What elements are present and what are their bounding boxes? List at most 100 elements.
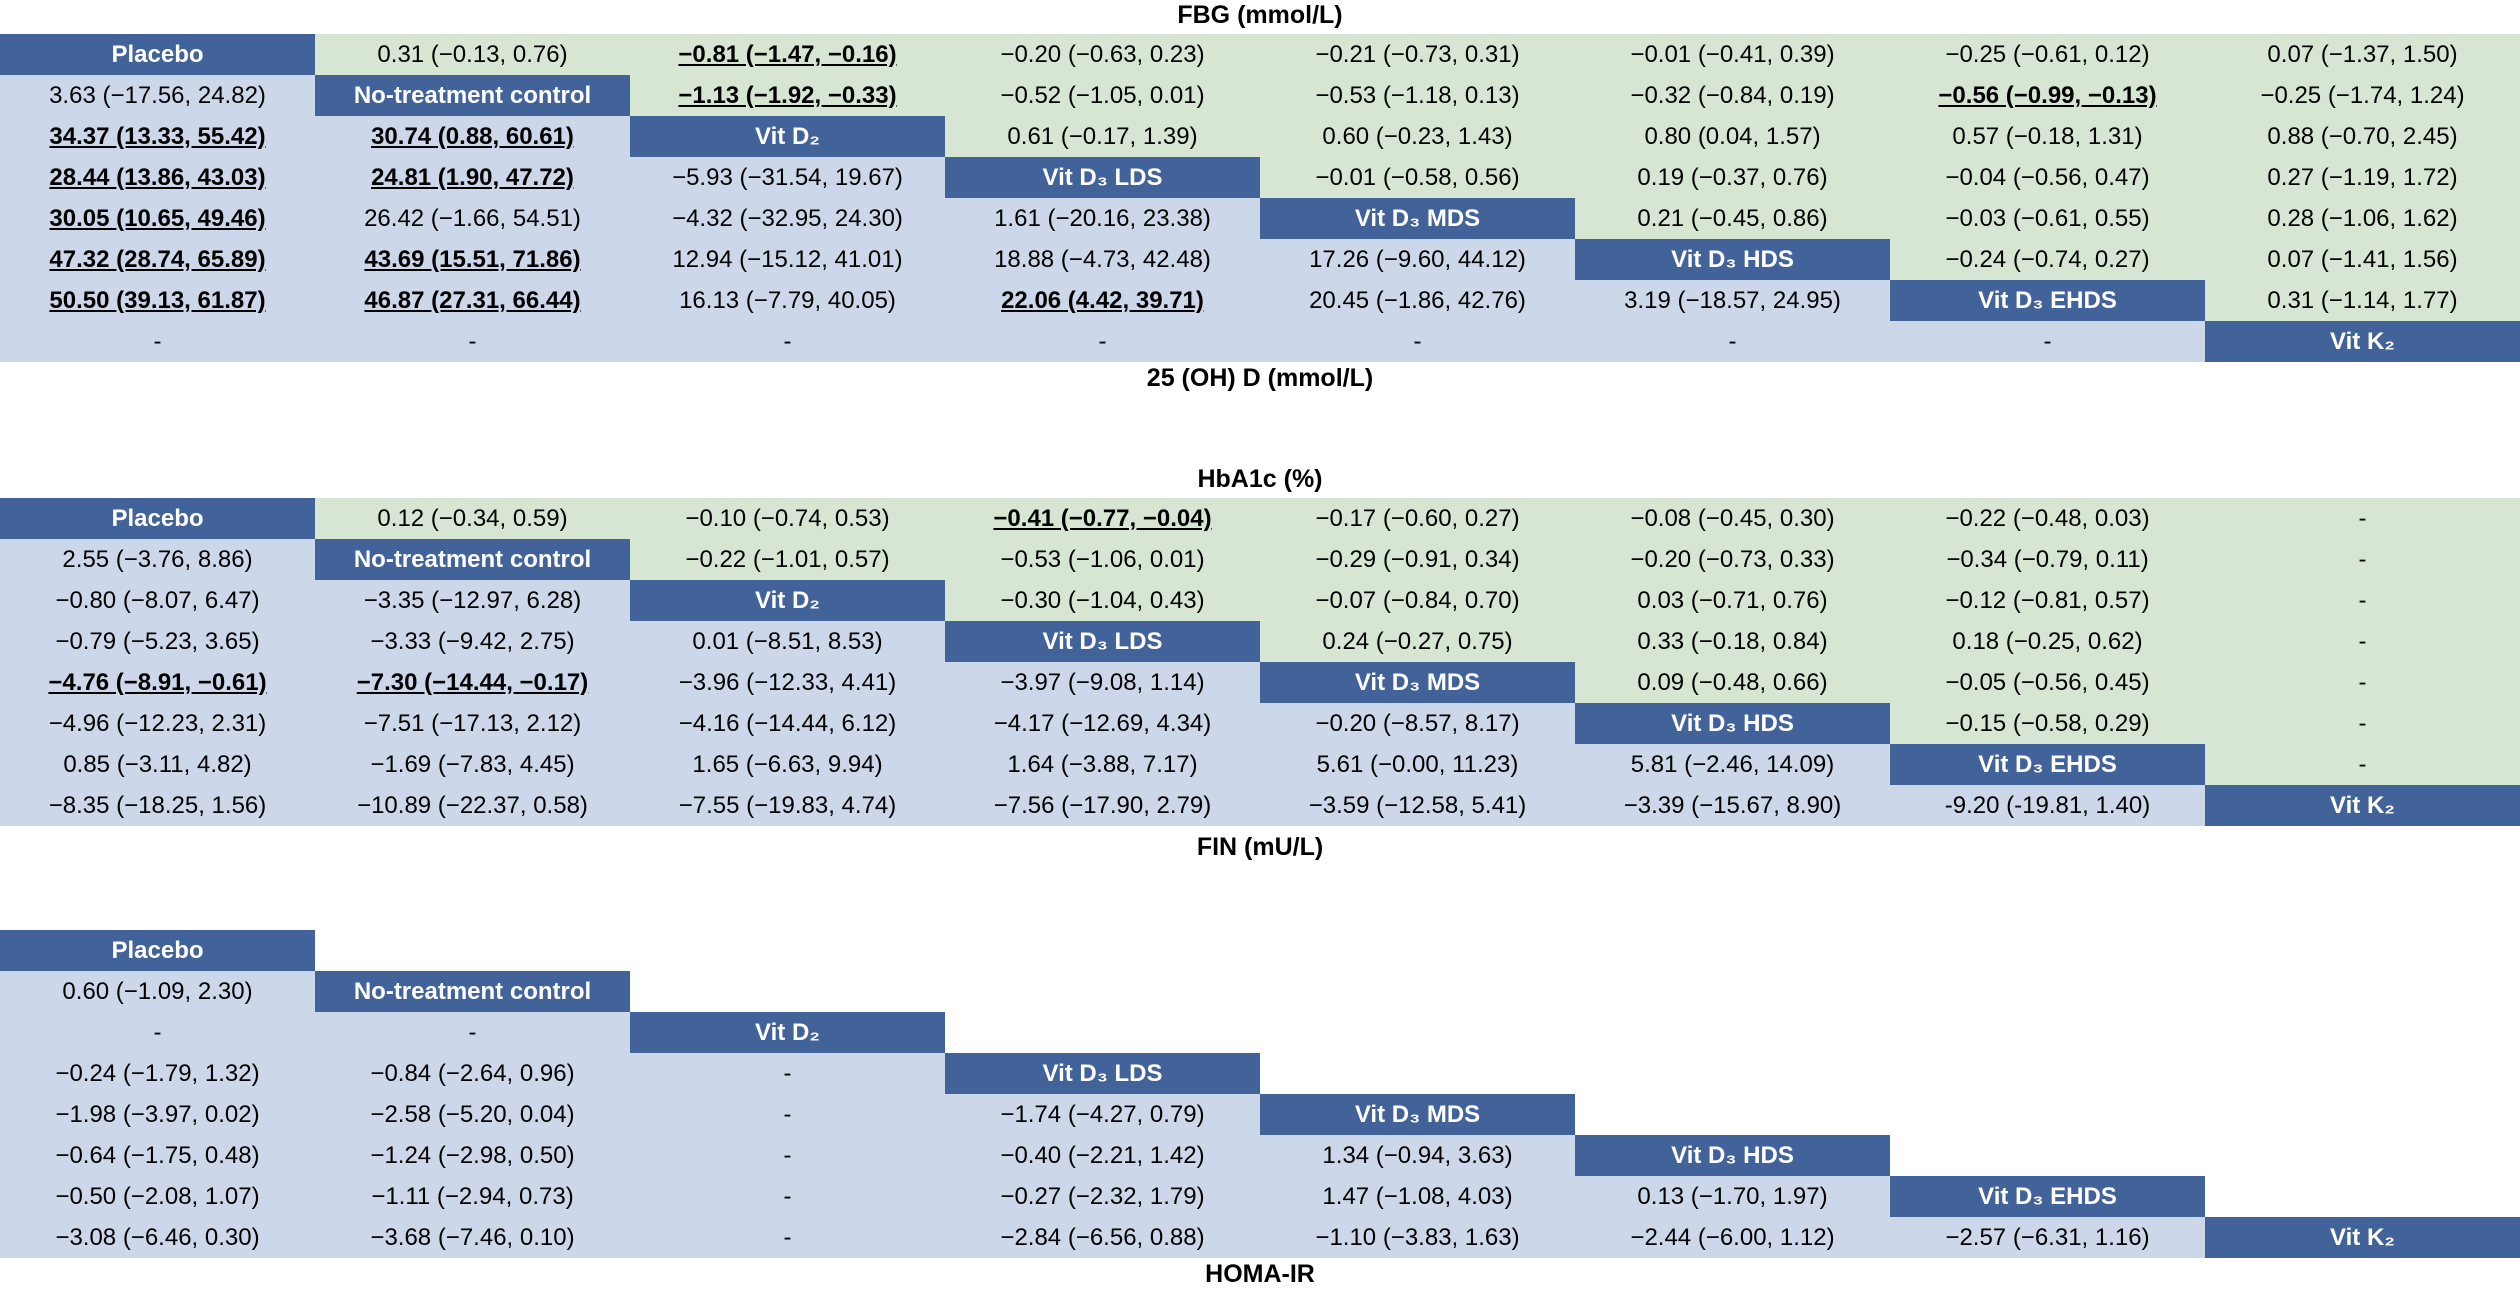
comparison-cell: - [2205,621,2520,662]
comparison-cell: −7.30 (−14.44, −0.17) [315,662,630,703]
comparison-cell: 0.60 (−0.23, 1.43) [1260,116,1575,157]
cell-text: 0.57 (−0.18, 1.31) [1952,122,2143,150]
cell-text: 50.50 (39.13, 61.87) [49,286,266,314]
cell-text: −1.74 (−4.27, 0.79) [1000,1100,1205,1128]
comparison-cell: −4.96 (−12.23, 2.31) [0,703,315,744]
cell-text: 1.65 (−6.63, 9.94) [692,750,883,778]
cell-text: 5.61 (−0.00, 11.23) [1316,750,1519,778]
comparison-cell: −4.17 (−12.69, 4.34) [945,703,1260,744]
treatment-header-cell: Placebo [0,498,315,539]
comparison-cell: −0.56 (−0.99, −0.13) [1890,75,2205,116]
comparison-cell: 5.61 (−0.00, 11.23) [1260,744,1575,785]
cell-text: −0.53 (−1.06, 0.01) [1000,545,1205,573]
empty-cell [1575,1053,1890,1094]
comparison-cell: 1.64 (−3.88, 7.17) [945,744,1260,785]
comparison-cell: −0.03 (−0.61, 0.55) [1890,198,2205,239]
comparison-cell: - [945,321,1260,362]
empty-cell [1890,1135,2205,1176]
cell-text: 0.85 (−3.11, 4.82) [63,750,252,778]
comparison-cell: −0.84 (−2.64, 0.96) [315,1053,630,1094]
treatment-header-cell: Vit K₂ [2205,785,2520,826]
comparison-cell: 0.31 (−1.14, 1.77) [2205,280,2520,321]
comparison-cell: 0.07 (−1.41, 1.56) [2205,239,2520,280]
table-row: Placebo 0.12 (−0.34, 0.59) −0.10 (−0.74, 0… [0,498,2520,539]
comparison-cell: 0.12 (−0.34, 0.59) [315,498,630,539]
comparison-cell: 0.85 (−3.11, 4.82) [0,744,315,785]
comparison-cell: 0.27 (−1.19, 1.72) [2205,157,2520,198]
cell-text: −3.39 (−15.67, 8.90) [1623,791,1842,819]
cell-text: −0.10 (−0.74, 0.53) [685,504,890,532]
cell-text: −0.21 (−0.73, 0.31) [1315,40,1520,68]
comparison-cell: −0.17 (−0.60, 0.27) [1260,498,1575,539]
cell-text: −0.08 (−0.45, 0.30) [1630,504,1835,532]
table-row: −1.98 (−3.97, 0.02) −2.58 (−5.20, 0.04) - −… [0,1094,2520,1135]
comparison-cell: −0.12 (−0.81, 0.57) [1890,580,2205,621]
cell-text: - [468,1018,477,1046]
table-row: - - Vit D₂ [0,1012,2520,1053]
cell-text: Vit D₂ [755,586,820,614]
cell-text: 47.32 (28.74, 65.89) [49,245,266,273]
comparison-cell: −2.57 (−6.31, 1.16) [1890,1217,2205,1258]
cell-text: −7.56 (−17.90, 2.79) [993,791,1212,819]
cell-text: - [783,1100,792,1128]
comparison-cell: 0.03 (−0.71, 0.76) [1575,580,1890,621]
comparison-cell: 30.05 (10.65, 49.46) [0,198,315,239]
cell-text: Vit D₃ MDS [1354,668,1481,696]
cell-text: Vit D₃ LDS [1042,1059,1163,1087]
cell-text: - [2358,668,2367,696]
comparison-cell: 0.19 (−0.37, 0.76) [1575,157,1890,198]
comparison-cell: −1.98 (−3.97, 0.02) [0,1094,315,1135]
league-table-hba1c-fin: Placebo 0.12 (−0.34, 0.59) −0.10 (−0.74, 0… [0,498,2520,826]
cell-text: No-treatment control [353,977,592,1005]
comparison-cell: - [630,1217,945,1258]
empty-cell [1260,930,1575,971]
comparison-cell: 0.07 (−1.37, 1.50) [2205,34,2520,75]
comparison-cell: −0.25 (−1.74, 1.24) [2205,75,2520,116]
comparison-cell: 43.69 (15.51, 71.86) [315,239,630,280]
cell-text: 0.07 (−1.37, 1.50) [2267,40,2458,68]
cell-text: −0.01 (−0.41, 0.39) [1630,40,1835,68]
cell-text: 0.80 (0.04, 1.57) [1644,122,1821,150]
table-row: −4.76 (−8.91, −0.61) −7.30 (−14.44, −0.17… [0,662,2520,703]
comparison-cell: 0.60 (−1.09, 2.30) [0,971,315,1012]
comparison-cell: −0.81 (−1.47, −0.16) [630,34,945,75]
comparison-cell: 5.81 (−2.46, 14.09) [1575,744,1890,785]
treatment-header-cell: Vit D₃ EHDS [1890,280,2205,321]
cell-text: −2.84 (−6.56, 0.88) [1000,1223,1205,1251]
treatment-header-cell: Vit D₃ LDS [945,157,1260,198]
cell-text: −0.52 (−1.05, 0.01) [1000,81,1205,109]
cell-text: −10.89 (−22.37, 0.58) [357,791,588,819]
cell-text: 2.55 (−3.76, 8.86) [62,545,253,573]
cell-text: - [153,327,162,355]
cell-text: −2.57 (−6.31, 1.16) [1945,1223,2150,1251]
comparison-cell: - [315,321,630,362]
comparison-cell: - [2205,580,2520,621]
cell-text: 20.45 (−1.86, 42.76) [1309,286,1526,314]
cell-text: −0.12 (−0.81, 0.57) [1945,586,2150,614]
comparison-cell: −10.89 (−22.37, 0.58) [315,785,630,826]
cell-text: - [783,327,792,355]
cell-text: −4.76 (−8.91, −0.61) [48,668,267,696]
comparison-cell: 0.80 (0.04, 1.57) [1575,116,1890,157]
treatment-header-cell: Vit D₃ EHDS [1890,744,2205,785]
cell-text: 1.61 (−20.16, 23.38) [994,204,1211,232]
treatment-header-cell: Vit D₃ HDS [1575,703,1890,744]
cell-text: 1.34 (−0.94, 3.63) [1322,1141,1513,1169]
cell-text: 0.24 (−0.27, 0.75) [1322,627,1513,655]
league-table-fbg-25ohd: Placebo 0.31 (−0.13, 0.76) −0.81 (−1.47, −… [0,34,2520,362]
empty-cell [1575,1094,1890,1135]
comparison-cell: −1.11 (−2.94, 0.73) [315,1176,630,1217]
cell-text: −3.33 (−9.42, 2.75) [370,627,575,655]
comparison-cell: −8.35 (−18.25, 1.56) [0,785,315,826]
comparison-cell: 2.55 (−3.76, 8.86) [0,539,315,580]
cell-text: −0.30 (−1.04, 0.43) [1000,586,1205,614]
cell-text: −0.07 (−0.84, 0.70) [1315,586,1520,614]
table-row: −0.64 (−1.75, 0.48) −1.24 (−2.98, 0.50) - −… [0,1135,2520,1176]
cell-text: 34.37 (13.33, 55.42) [49,122,266,150]
cell-text: −0.40 (−2.21, 1.42) [1000,1141,1205,1169]
cell-text: Vit D₃ LDS [1042,163,1163,191]
comparison-cell: 0.33 (−0.18, 0.84) [1575,621,1890,662]
cell-text: Vit D₂ [755,122,820,150]
comparison-cell: −0.53 (−1.18, 0.13) [1260,75,1575,116]
cell-text: −0.05 (−0.56, 0.45) [1945,668,2150,696]
